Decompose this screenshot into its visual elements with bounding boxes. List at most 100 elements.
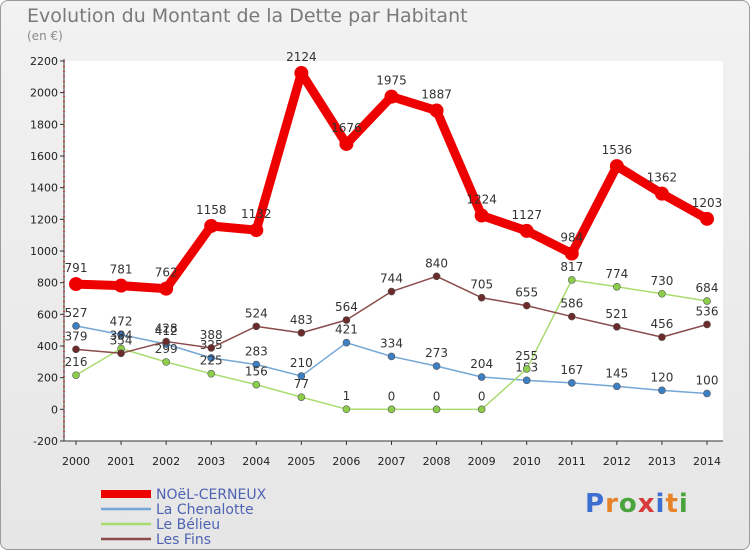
data-point — [72, 345, 80, 354]
data-point — [609, 159, 624, 174]
data-point — [613, 282, 621, 291]
data-label: 1158 — [196, 203, 227, 217]
data-label: 0 — [388, 389, 396, 403]
legend-label: La Chenalotte — [156, 502, 254, 518]
data-point — [72, 322, 80, 330]
data-point — [477, 373, 486, 381]
data-label: 483 — [290, 313, 313, 327]
x-tick-label: 2005 — [287, 455, 315, 468]
y-tick-label: 1600 — [30, 150, 58, 163]
data-point — [658, 289, 666, 298]
data-point — [387, 405, 396, 414]
x-tick-label: 2002 — [152, 455, 180, 468]
data-point — [567, 379, 576, 387]
data-label: 299 — [155, 342, 178, 356]
x-tick-label: 2001 — [107, 455, 135, 468]
data-point — [252, 380, 261, 389]
x-tick-label: 2000 — [62, 455, 90, 468]
data-label: 216 — [65, 355, 88, 369]
data-label: 334 — [380, 336, 403, 350]
data-point — [432, 362, 441, 370]
data-label: 1975 — [376, 74, 407, 88]
data-point — [522, 301, 531, 310]
data-label: 456 — [650, 317, 673, 331]
data-label: 273 — [425, 346, 448, 360]
data-point — [117, 330, 125, 339]
data-label: 817 — [560, 260, 583, 274]
data-label: 428 — [155, 322, 178, 336]
data-point — [387, 287, 396, 296]
brand-letter: t — [665, 489, 679, 519]
y-tick-label: 0 — [51, 403, 58, 416]
data-point — [384, 89, 399, 104]
legend-item: Les Fins — [101, 532, 211, 548]
data-label: 781 — [110, 263, 133, 277]
data-label: 354 — [110, 333, 133, 347]
data-point — [522, 376, 531, 385]
data-point — [703, 389, 711, 398]
data-label: 120 — [650, 370, 673, 384]
legend-item: NOëL-CERNEUX — [101, 487, 267, 503]
data-label: 0 — [478, 389, 486, 403]
data-point — [429, 103, 444, 118]
data-point — [207, 354, 216, 362]
x-tick-label: 2014 — [693, 455, 721, 468]
data-label: 1676 — [331, 121, 362, 135]
series-no-l-cerneux: 791 781 762 1158 1132 2124 1676 1975 1887 1224 112… — [65, 50, 722, 296]
data-point — [477, 293, 486, 302]
y-tick-label: 2000 — [30, 87, 58, 100]
series-les-fins: 379 354 428 388 524 483 564 744 840 705 655 586 521 4… — [65, 256, 719, 358]
data-point — [703, 320, 711, 329]
data-label: 255 — [515, 349, 538, 363]
data-label: 791 — [65, 261, 88, 275]
data-label: 472 — [110, 315, 133, 329]
data-point — [117, 349, 125, 358]
data-label: 1 — [343, 389, 351, 403]
data-label: 762 — [155, 266, 178, 280]
data-label: 1887 — [421, 88, 452, 102]
data-label: 283 — [245, 345, 268, 359]
data-point — [294, 66, 309, 81]
data-label: 744 — [380, 272, 403, 286]
x-tick-label: 2006 — [332, 455, 360, 468]
data-label: 1127 — [511, 208, 542, 222]
data-label: 774 — [605, 267, 628, 281]
data-label: 412 — [155, 324, 178, 338]
x-tick-label: 2012 — [603, 455, 631, 468]
data-label: 145 — [605, 366, 628, 380]
y-tick-label: 600 — [37, 308, 58, 321]
x-tick-label: 2004 — [242, 455, 270, 468]
data-label: 655 — [515, 286, 538, 300]
y-tick-label: 200 — [37, 372, 58, 385]
legend-item: La Chenalotte — [101, 502, 254, 518]
data-label: 564 — [335, 300, 358, 314]
data-label: 1224 — [466, 193, 497, 207]
data-point — [658, 333, 666, 341]
data-label: 379 — [65, 329, 88, 343]
data-label: 684 — [696, 281, 719, 295]
data-point — [567, 312, 576, 321]
data-point — [654, 186, 669, 201]
y-tick-label: 1000 — [30, 245, 58, 258]
data-label: 1362 — [647, 171, 678, 185]
data-label: 156 — [245, 365, 268, 379]
data-label: 384 — [110, 329, 133, 343]
legend-label: Les Fins — [156, 532, 211, 548]
chart-subtitle: (en €) — [27, 29, 63, 43]
data-point — [249, 223, 264, 238]
legend-label: NOëL-CERNEUX — [156, 487, 267, 503]
data-point — [159, 281, 174, 296]
y-tick-label: 1400 — [30, 182, 58, 195]
y-tick-label: 400 — [37, 340, 58, 353]
data-point — [252, 360, 261, 369]
data-point — [162, 358, 170, 366]
data-label: 388 — [200, 328, 223, 342]
brand-letter: i — [655, 489, 666, 519]
data-label: 421 — [335, 323, 358, 337]
data-point — [567, 276, 576, 284]
data-point — [703, 297, 711, 305]
data-label: 536 — [696, 304, 719, 318]
data-point — [297, 393, 306, 401]
